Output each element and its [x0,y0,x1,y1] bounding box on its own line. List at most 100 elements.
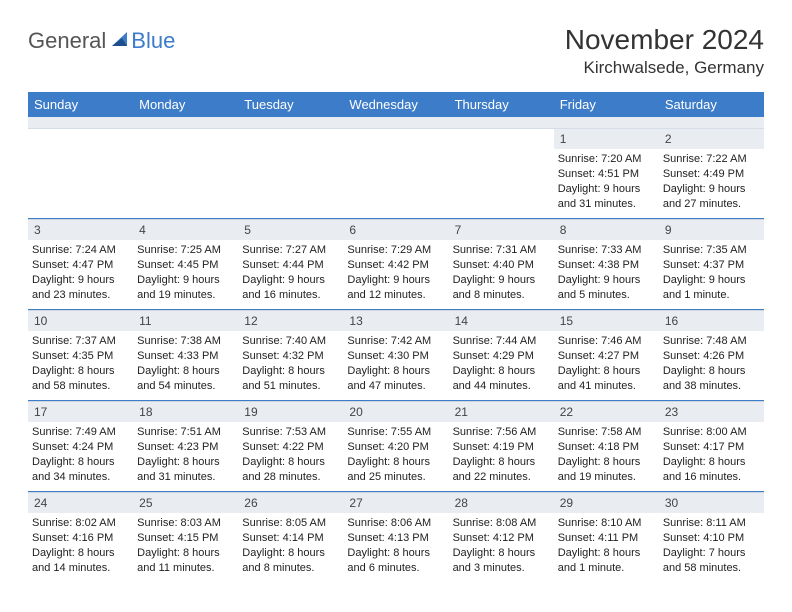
day-number: 13 [343,310,448,331]
logo: General Blue [28,24,175,54]
day-number: 19 [238,401,343,422]
day-number: 4 [133,219,238,240]
sunrise-text: Sunrise: 8:11 AM [663,516,760,531]
day-number: 15 [554,310,659,331]
day-number: 8 [554,219,659,240]
sunset-text: Sunset: 4:19 PM [453,440,550,455]
sunset-text: Sunset: 4:51 PM [558,167,655,182]
day-cell: 20Sunrise: 7:55 AMSunset: 4:20 PMDayligh… [343,401,448,491]
sunset-text: Sunset: 4:37 PM [663,258,760,273]
sunset-text: Sunset: 4:23 PM [137,440,234,455]
daylight-text: Daylight: 8 hours and 6 minutes. [347,546,444,576]
sunset-text: Sunset: 4:33 PM [137,349,234,364]
sunset-text: Sunset: 4:27 PM [558,349,655,364]
sunrise-text: Sunrise: 7:27 AM [242,243,339,258]
sunrise-text: Sunrise: 7:29 AM [347,243,444,258]
day-number: 1 [554,129,659,149]
day-cell: 26Sunrise: 8:05 AMSunset: 4:14 PMDayligh… [238,492,343,582]
day-number: 14 [449,310,554,331]
sunrise-text: Sunrise: 7:31 AM [453,243,550,258]
day-cell: 4Sunrise: 7:25 AMSunset: 4:45 PMDaylight… [133,219,238,309]
daylight-text: Daylight: 8 hours and 8 minutes. [242,546,339,576]
sunrise-text: Sunrise: 8:06 AM [347,516,444,531]
sunrise-text: Sunrise: 8:00 AM [663,425,760,440]
logo-text-general: General [28,28,106,54]
sunrise-text: Sunrise: 8:02 AM [32,516,129,531]
day-number: 20 [343,401,448,422]
day-label: Tuesday [238,92,343,117]
day-cell: 10Sunrise: 7:37 AMSunset: 4:35 PMDayligh… [28,310,133,400]
sunrise-text: Sunrise: 7:38 AM [137,334,234,349]
day-cell: 7Sunrise: 7:31 AMSunset: 4:40 PMDaylight… [449,219,554,309]
sunset-text: Sunset: 4:35 PM [32,349,129,364]
daylight-text: Daylight: 8 hours and 28 minutes. [242,455,339,485]
daylight-text: Daylight: 9 hours and 5 minutes. [558,273,655,303]
header: General Blue November 2024 Kirchwalsede,… [28,24,764,78]
day-number: 2 [659,129,764,149]
sunset-text: Sunset: 4:40 PM [453,258,550,273]
day-cell: 12Sunrise: 7:40 AMSunset: 4:32 PMDayligh… [238,310,343,400]
daylight-text: Daylight: 9 hours and 12 minutes. [347,273,444,303]
day-cell: 23Sunrise: 8:00 AMSunset: 4:17 PMDayligh… [659,401,764,491]
week-row: 24Sunrise: 8:02 AMSunset: 4:16 PMDayligh… [28,492,764,582]
sunset-text: Sunset: 4:16 PM [32,531,129,546]
day-cell: 18Sunrise: 7:51 AMSunset: 4:23 PMDayligh… [133,401,238,491]
sunset-text: Sunset: 4:13 PM [347,531,444,546]
day-number: 10 [28,310,133,331]
calendar-page: General Blue November 2024 Kirchwalsede,… [0,0,792,598]
day-cell: 21Sunrise: 7:56 AMSunset: 4:19 PMDayligh… [449,401,554,491]
day-cell-empty [238,129,343,218]
sunrise-text: Sunrise: 7:49 AM [32,425,129,440]
day-cell: 25Sunrise: 8:03 AMSunset: 4:15 PMDayligh… [133,492,238,582]
location: Kirchwalsede, Germany [565,58,764,78]
day-number: 11 [133,310,238,331]
day-number: 27 [343,492,448,513]
daylight-text: Daylight: 8 hours and 31 minutes. [137,455,234,485]
day-cell: 2Sunrise: 7:22 AMSunset: 4:49 PMDaylight… [659,129,764,218]
day-cell: 27 Sunrise: 8:06 AMSunset: 4:13 PMDayligh… [343,492,448,582]
day-number: 30 [659,492,764,513]
day-label: Thursday [449,92,554,117]
day-cell: 29Sunrise: 8:10 AMSunset: 4:11 PMDayligh… [554,492,659,582]
day-cell: 6Sunrise: 7:29 AMSunset: 4:42 PMDaylight… [343,219,448,309]
day-label: Friday [554,92,659,117]
sunrise-text: Sunrise: 7:40 AM [242,334,339,349]
day-cell: 19Sunrise: 7:53 AMSunset: 4:22 PMDayligh… [238,401,343,491]
sunrise-text: Sunrise: 7:20 AM [558,152,655,167]
sunrise-text: Sunrise: 7:56 AM [453,425,550,440]
day-number: 22 [554,401,659,422]
sunrise-text: Sunrise: 7:53 AM [242,425,339,440]
day-cell: 8Sunrise: 7:33 AMSunset: 4:38 PMDaylight… [554,219,659,309]
daylight-text: Daylight: 9 hours and 16 minutes. [242,273,339,303]
daylight-text: Daylight: 8 hours and 38 minutes. [663,364,760,394]
weeks-container: 1Sunrise: 7:20 AMSunset: 4:51 PMDaylight… [28,129,764,582]
daylight-text: Daylight: 8 hours and 41 minutes. [558,364,655,394]
sunset-text: Sunset: 4:49 PM [663,167,760,182]
daylight-text: Daylight: 8 hours and 51 minutes. [242,364,339,394]
day-cell: 3Sunrise: 7:24 AMSunset: 4:47 PMDaylight… [28,219,133,309]
day-cell-empty [28,129,133,218]
daylight-text: Daylight: 8 hours and 25 minutes. [347,455,444,485]
sunrise-text: Sunrise: 7:37 AM [32,334,129,349]
sunrise-text: Sunrise: 7:48 AM [663,334,760,349]
daylight-text: Daylight: 9 hours and 27 minutes. [663,182,760,212]
sail-icon [110,29,130,54]
sunset-text: Sunset: 4:12 PM [453,531,550,546]
day-cell: 22Sunrise: 7:58 AMSunset: 4:18 PMDayligh… [554,401,659,491]
calendar: Sunday Monday Tuesday Wednesday Thursday… [28,92,764,582]
sunset-text: Sunset: 4:15 PM [137,531,234,546]
day-cell-empty [133,129,238,218]
sunrise-text: Sunrise: 7:58 AM [558,425,655,440]
sunset-text: Sunset: 4:47 PM [32,258,129,273]
sunrise-text: Sunrise: 8:08 AM [453,516,550,531]
day-cell: 17Sunrise: 7:49 AMSunset: 4:24 PMDayligh… [28,401,133,491]
day-number: 3 [28,219,133,240]
sunset-text: Sunset: 4:20 PM [347,440,444,455]
day-number: 12 [238,310,343,331]
daylight-text: Daylight: 8 hours and 11 minutes. [137,546,234,576]
daylight-text: Daylight: 9 hours and 31 minutes. [558,182,655,212]
day-label: Saturday [659,92,764,117]
week-row: 17Sunrise: 7:49 AMSunset: 4:24 PMDayligh… [28,401,764,491]
daylight-text: Daylight: 8 hours and 44 minutes. [453,364,550,394]
day-number: 5 [238,219,343,240]
